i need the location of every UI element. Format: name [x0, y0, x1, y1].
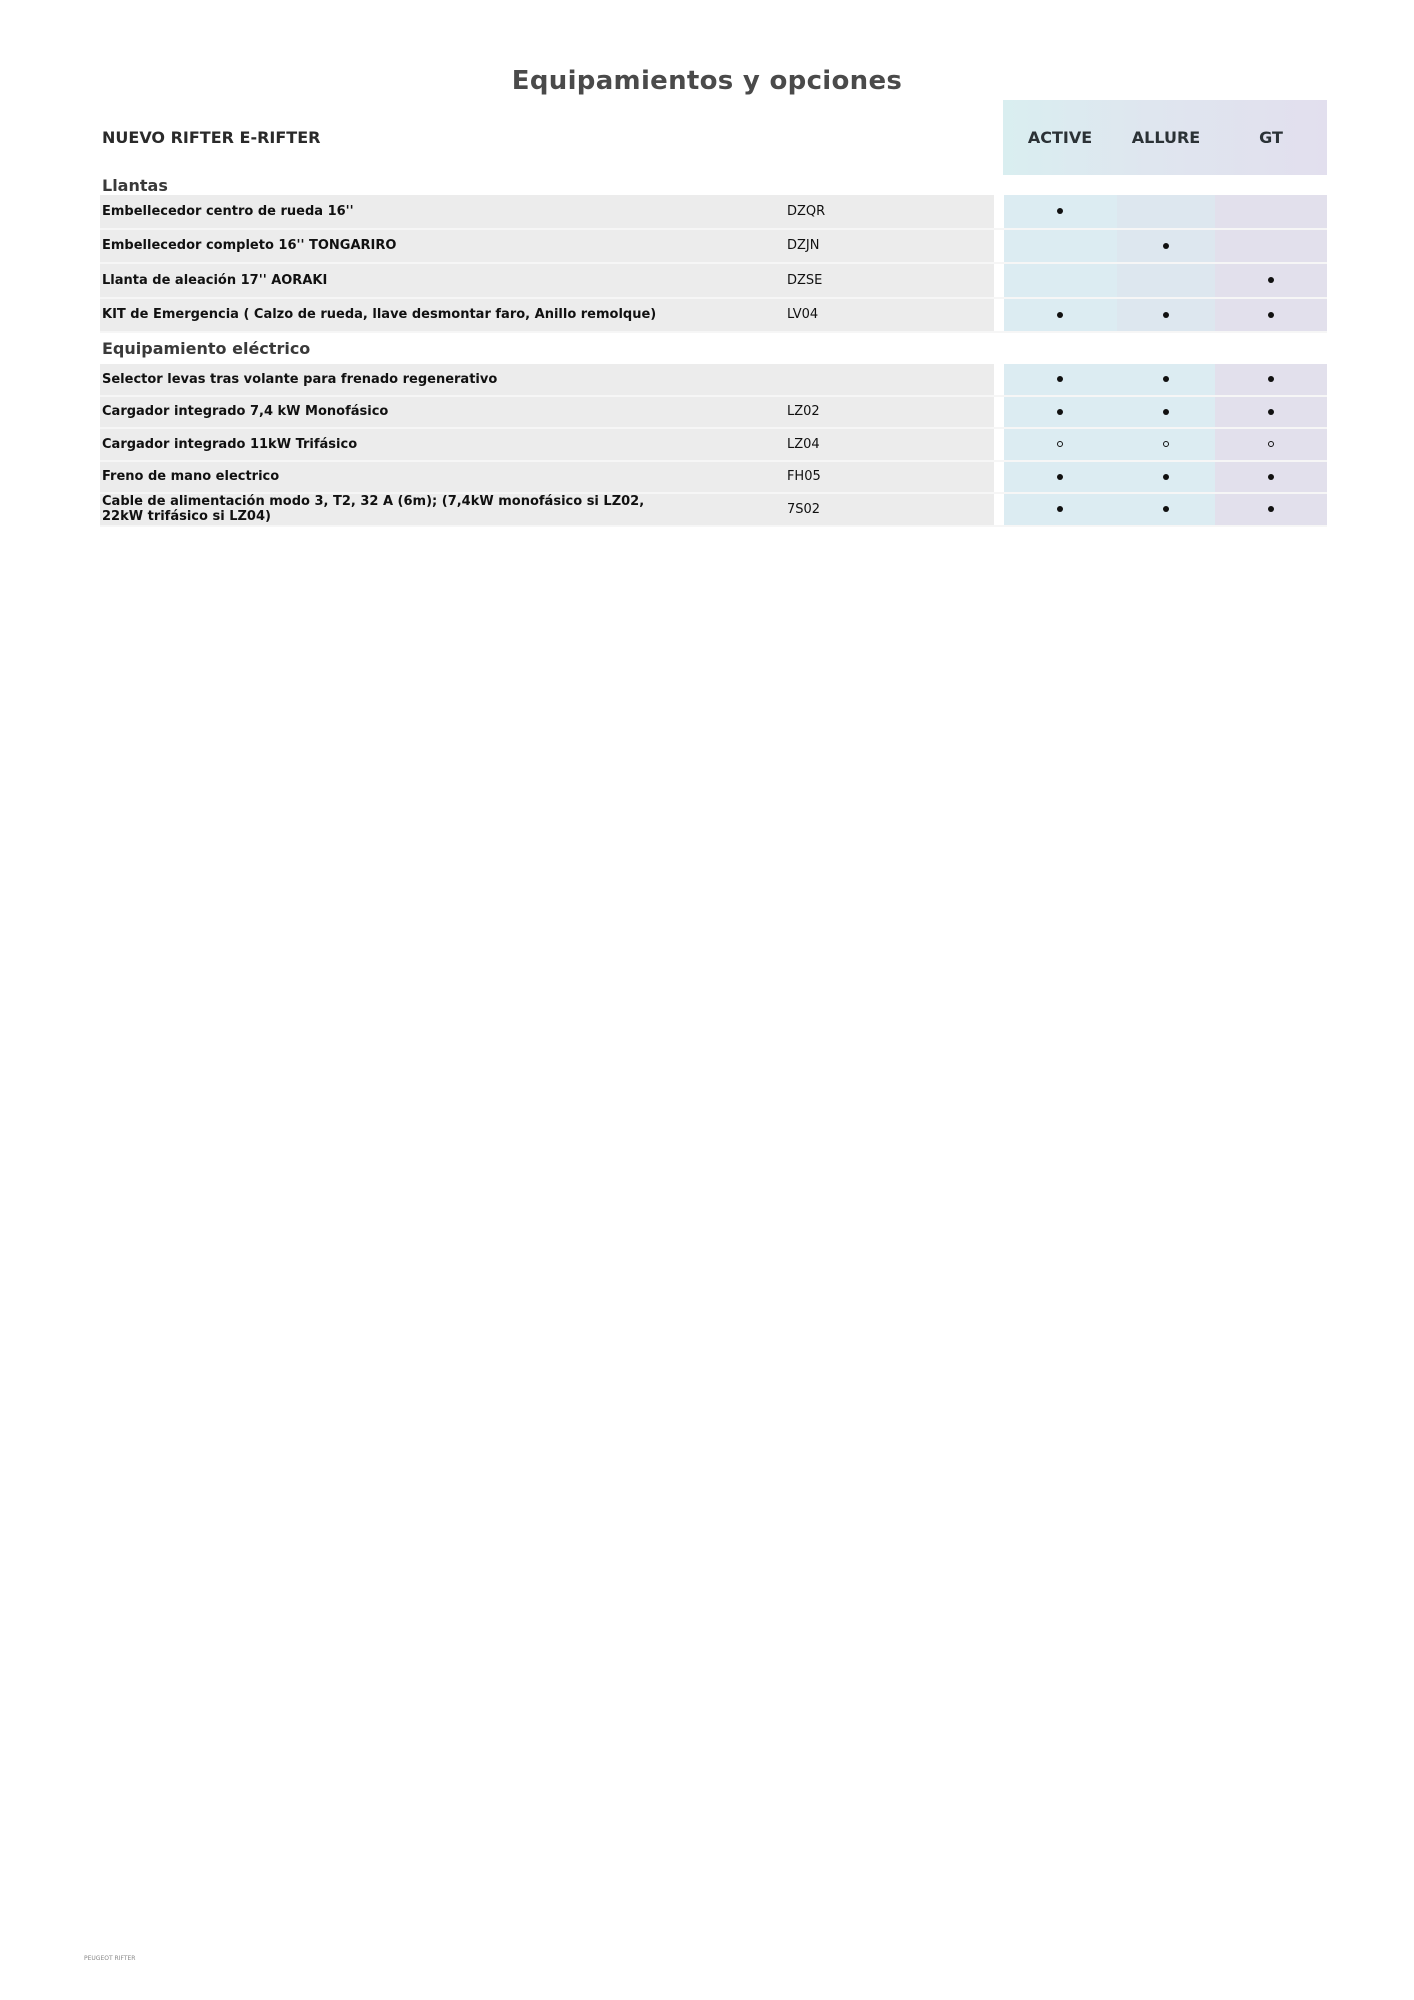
feature-code: LZ04: [688, 429, 994, 460]
trim-cell-active: [1003, 229, 1118, 262]
standard-dot-icon: [1057, 376, 1064, 383]
feature-code: LZ02: [688, 396, 994, 427]
feature-code: DZJN: [688, 229, 994, 262]
section-title: Llantas: [102, 176, 168, 195]
trim-cell-gt: [1215, 364, 1327, 395]
section-electrico-table: Selector levas tras volante para frenado…: [100, 364, 1327, 527]
standard-dot-icon: [1163, 242, 1170, 249]
trim-cell-gt: [1215, 298, 1327, 331]
feature-label: Cargador integrado 11kW Trifásico: [100, 429, 689, 460]
table-row: Selector levas tras volante para frenado…: [100, 364, 1327, 397]
trim-cell-active: [1003, 429, 1118, 460]
table-row: Cargador integrado 7,4 kW Monofásico LZ0…: [100, 396, 1327, 429]
feature-label: Llanta de aleación 17'' AORAKI: [100, 264, 689, 297]
trim-cell-allure: [1117, 298, 1216, 331]
standard-dot-icon: [1268, 408, 1275, 415]
trim-cell-active: [1003, 195, 1118, 228]
section-title: Equipamiento eléctrico: [102, 339, 311, 358]
feature-label: KIT de Emergencia ( Calzo de rueda, llav…: [100, 298, 689, 331]
table-row: Cargador integrado 11kW Trifásico LZ04: [100, 429, 1327, 462]
standard-dot-icon: [1057, 408, 1064, 415]
trim-cell-allure: [1117, 264, 1216, 297]
table-row: Freno de mano electrico FH05: [100, 461, 1327, 494]
option-ring-icon: [1057, 441, 1064, 448]
trim-cell-allure: [1117, 364, 1216, 395]
trim-cell-allure: [1117, 429, 1216, 460]
trim-cell-gt: [1215, 195, 1327, 228]
trim-cell-allure: [1117, 229, 1216, 262]
trim-active: ACTIVE: [1027, 128, 1093, 147]
feature-code: 7S02: [688, 494, 994, 525]
trim-cell-gt: [1215, 229, 1327, 262]
feature-label: Embellecedor completo 16'' TONGARIRO: [100, 229, 689, 262]
trim-cell-gt: [1215, 494, 1327, 525]
trim-header: ACTIVE ALLURE GT: [1003, 100, 1327, 175]
trim-cell-active: [1003, 396, 1118, 427]
trim-cell-active: [1003, 264, 1118, 297]
column-gap: [993, 461, 1004, 492]
standard-dot-icon: [1163, 376, 1170, 383]
table-row: Cable de alimentación modo 3, T2, 32 A (…: [100, 494, 1327, 527]
trim-cell-active: [1003, 298, 1118, 331]
feature-label: Cargador integrado 7,4 kW Monofásico: [100, 396, 689, 427]
column-gap: [993, 494, 1004, 525]
feature-code: [688, 364, 994, 395]
trim-cell-active: [1003, 494, 1118, 525]
column-gap: [993, 396, 1004, 427]
standard-dot-icon: [1057, 311, 1064, 318]
trim-cell-allure: [1117, 195, 1216, 228]
trim-gt: GT: [1259, 128, 1283, 147]
trim-allure: ALLURE: [1131, 128, 1201, 147]
table-row: Embellecedor completo 16'' TONGARIRO DZJ…: [100, 229, 1327, 264]
section-llantas-table: Embellecedor centro de rueda 16'' DZQR E…: [100, 195, 1327, 333]
trim-cell-active: [1003, 364, 1118, 395]
trim-cell-gt: [1215, 461, 1327, 492]
column-gap: [993, 264, 1004, 297]
trim-cell-gt: [1215, 264, 1327, 297]
feature-label: Freno de mano electrico: [100, 461, 689, 492]
trim-cell-allure: [1117, 396, 1216, 427]
trim-cell-allure: [1117, 461, 1216, 492]
feature-code: DZQR: [688, 195, 994, 228]
standard-dot-icon: [1057, 208, 1064, 215]
table-row: Embellecedor centro de rueda 16'' DZQR: [100, 195, 1327, 230]
standard-dot-icon: [1057, 506, 1064, 513]
model-name: NUEVO RIFTER E-RIFTER: [102, 128, 321, 147]
standard-dot-icon: [1057, 473, 1064, 480]
standard-dot-icon: [1268, 277, 1275, 284]
column-gap: [993, 195, 1004, 228]
feature-code: DZSE: [688, 264, 994, 297]
column-gap: [993, 229, 1004, 262]
feature-code: LV04: [688, 298, 994, 331]
standard-dot-icon: [1268, 473, 1275, 480]
trim-cell-active: [1003, 461, 1118, 492]
trim-cell-gt: [1215, 396, 1327, 427]
standard-dot-icon: [1268, 506, 1275, 513]
feature-label: Selector levas tras volante para frenado…: [100, 364, 689, 395]
standard-dot-icon: [1163, 311, 1170, 318]
column-gap: [993, 429, 1004, 460]
trim-cell-allure: [1117, 494, 1216, 525]
feature-label: Cable de alimentación modo 3, T2, 32 A (…: [100, 494, 689, 525]
table-row: KIT de Emergencia ( Calzo de rueda, llav…: [100, 298, 1327, 333]
standard-dot-icon: [1163, 473, 1170, 480]
page-title: Equipamientos y opciones: [511, 66, 903, 96]
standard-dot-icon: [1268, 311, 1275, 318]
table-row: Llanta de aleación 17'' AORAKI DZSE: [100, 264, 1327, 299]
standard-dot-icon: [1268, 376, 1275, 383]
column-gap: [993, 364, 1004, 395]
feature-label: Embellecedor centro de rueda 16'': [100, 195, 689, 228]
footer-text: PEUGEOT RIFTER: [84, 1955, 136, 1962]
option-ring-icon: [1268, 441, 1275, 448]
standard-dot-icon: [1163, 408, 1170, 415]
feature-code: FH05: [688, 461, 994, 492]
option-ring-icon: [1163, 441, 1170, 448]
standard-dot-icon: [1163, 506, 1170, 513]
trim-cell-gt: [1215, 429, 1327, 460]
column-gap: [993, 298, 1004, 331]
